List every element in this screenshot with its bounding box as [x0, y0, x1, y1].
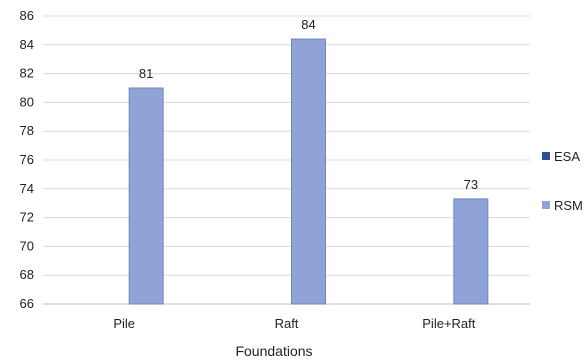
- legend: ESA RSM: [542, 149, 583, 213]
- y-tick-label: 80: [20, 94, 34, 109]
- gridlines: [43, 15, 530, 305]
- y-tick-label: 82: [20, 66, 34, 81]
- x-tick-label: Raft: [275, 316, 299, 331]
- y-tick-label: 68: [20, 267, 34, 282]
- legend-label-esa: ESA: [554, 149, 580, 164]
- bar-rsm: [291, 38, 326, 305]
- legend-swatch-esa: [542, 152, 550, 160]
- y-tick-label: 86: [20, 8, 34, 23]
- data-labels: 81 84 73: [139, 17, 478, 192]
- y-tick-label: 70: [20, 238, 34, 253]
- y-tick-label: 76: [20, 152, 34, 167]
- y-tick-label: 84: [20, 37, 34, 52]
- data-label: 84: [301, 17, 315, 32]
- x-tick-label: Pile: [113, 316, 135, 331]
- bars: [128, 38, 489, 305]
- y-tick-label: 72: [20, 210, 34, 225]
- x-tick-label: Pile+Raft: [422, 316, 475, 331]
- data-label: 81: [139, 66, 153, 81]
- y-axis-ticks: 66 68 70 72 74 76 78 80 82 84 86: [20, 8, 34, 311]
- y-tick-label: 78: [20, 123, 34, 138]
- legend-swatch-rsm: [542, 201, 550, 209]
- legend-label-rsm: RSM: [554, 198, 583, 213]
- bar-rsm: [453, 198, 489, 305]
- y-tick-label: 66: [20, 296, 34, 311]
- bar-rsm: [128, 87, 164, 305]
- y-tick-label: 74: [20, 181, 34, 196]
- x-axis-label: Foundations: [235, 343, 312, 359]
- x-axis-ticks: Pile Raft Pile+Raft: [113, 316, 475, 331]
- data-label: 73: [464, 177, 478, 192]
